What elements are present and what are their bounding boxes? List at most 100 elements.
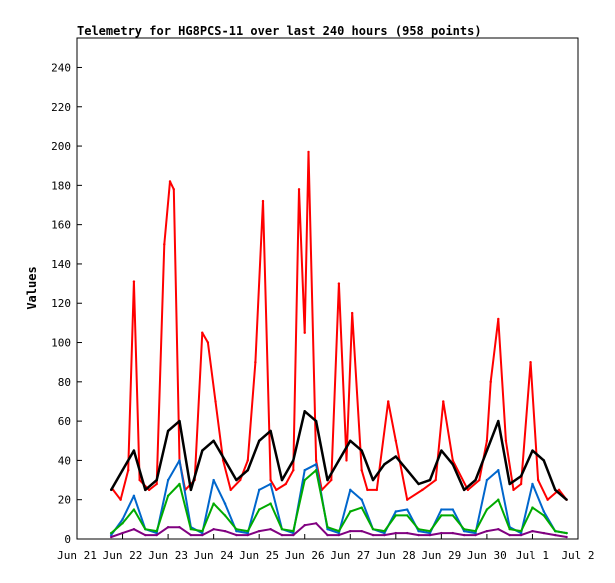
series-5-point	[428, 533, 432, 537]
series-5-point	[132, 527, 136, 531]
series-2-point	[144, 488, 147, 492]
series-1-point	[406, 498, 409, 501]
series-3-point	[519, 531, 523, 535]
series-1-point	[519, 482, 523, 486]
series-1-point	[546, 498, 549, 501]
series-1-point	[307, 150, 310, 154]
series-2-point	[406, 469, 409, 472]
series-5-point	[474, 533, 477, 537]
series-1-point	[485, 439, 489, 442]
series-4-point	[269, 502, 272, 505]
x-tick-label: Jun 27	[330, 549, 370, 562]
y-tick-label: 20	[58, 494, 71, 507]
series-1-point	[529, 360, 532, 364]
series-5-point	[485, 529, 489, 533]
series-4-point	[451, 514, 454, 517]
series-4-point	[508, 527, 511, 531]
series-3-point	[440, 508, 443, 511]
series-1-point	[292, 469, 295, 472]
series-1-point	[478, 478, 481, 482]
series-2-point	[451, 463, 454, 466]
series-1-point	[239, 478, 242, 482]
series-4-point	[565, 531, 568, 535]
series-1-point	[489, 380, 492, 384]
series-5-point	[406, 531, 409, 535]
series-2-point	[314, 419, 318, 423]
series-2-point	[542, 459, 546, 462]
series-1-point	[275, 488, 278, 492]
series-1-point	[147, 488, 151, 492]
y-tick-label: 200	[51, 140, 71, 153]
series-5-point	[451, 531, 454, 535]
series-2-point	[235, 478, 238, 482]
series-4-point	[201, 529, 204, 533]
x-tick-label: Jul 1	[516, 549, 549, 562]
series-2-point	[212, 439, 215, 442]
x-tick-label: Jun 30	[467, 549, 507, 562]
series-2-point	[109, 488, 113, 492]
series-3-point	[497, 469, 500, 472]
series-5-point	[462, 533, 466, 537]
series-2-point	[292, 459, 295, 462]
series-5-point	[326, 533, 329, 537]
series-3-point	[326, 527, 329, 531]
series-1-point	[314, 459, 318, 462]
series-4-point	[303, 478, 306, 482]
x-tick-label: Jun 24	[194, 549, 234, 562]
x-tick-label: Jun 29	[421, 549, 461, 562]
series-5-point	[303, 524, 306, 527]
series-1-point	[132, 280, 136, 283]
series-1-point	[421, 488, 424, 492]
series-5-point	[497, 527, 500, 531]
x-tick-label: Jun 21	[57, 549, 97, 562]
series-2-point	[554, 488, 557, 492]
series-1-point	[337, 282, 341, 285]
series-4-point	[371, 527, 375, 531]
series-1-point	[155, 482, 158, 486]
series-2-point	[383, 463, 386, 466]
series-2-point	[155, 478, 158, 482]
series-5-point	[394, 531, 398, 535]
series-1-point	[442, 400, 445, 403]
series-2-point	[132, 449, 136, 452]
series-4-point	[257, 508, 261, 511]
series-4-point	[109, 531, 113, 535]
series-4-point	[406, 514, 409, 517]
series-2-point	[531, 449, 534, 452]
series-4-point	[519, 529, 523, 533]
series-2-point	[519, 474, 523, 478]
series-1-point	[434, 478, 437, 482]
series-1-point	[375, 488, 379, 492]
series-5-point	[166, 526, 170, 529]
series-1-point	[350, 311, 354, 315]
series-4-point	[326, 526, 329, 529]
series-5-point	[178, 526, 181, 529]
series-5-point	[337, 533, 341, 537]
series-3-point	[406, 508, 409, 511]
series-4-point	[212, 502, 215, 505]
series-5-point	[531, 529, 534, 533]
series-1-point	[512, 488, 515, 492]
series-4-point	[121, 522, 124, 525]
series-1-point	[497, 317, 500, 321]
y-tick-label: 120	[51, 297, 71, 310]
series-4-point	[428, 529, 432, 533]
series-1-point	[466, 488, 470, 492]
series-3-point	[417, 529, 420, 533]
series-5-point	[212, 527, 215, 531]
series-3-point	[349, 488, 352, 492]
series-3-point	[303, 469, 306, 472]
series-4-point	[223, 514, 227, 517]
series-5-point	[155, 533, 158, 537]
series-3-point	[428, 531, 432, 535]
series-2-point	[371, 478, 375, 482]
series-1-point	[303, 331, 306, 334]
series-1-point	[394, 439, 398, 442]
series-2-point	[166, 429, 170, 433]
series-2-point	[246, 469, 249, 472]
series-1-point	[557, 488, 561, 492]
series-4-point	[542, 514, 546, 517]
x-tick-label: Jun 26	[285, 549, 325, 562]
series-2-point	[201, 449, 204, 452]
